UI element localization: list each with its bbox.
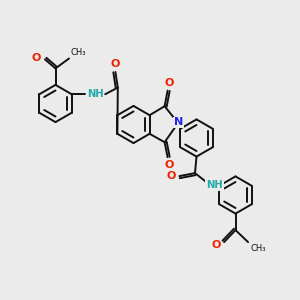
- Text: O: O: [166, 171, 176, 181]
- Text: O: O: [164, 160, 174, 170]
- Text: NH: NH: [87, 88, 103, 99]
- Text: CH₃: CH₃: [250, 244, 266, 253]
- Text: O: O: [32, 53, 41, 63]
- Text: N: N: [174, 117, 183, 128]
- Text: O: O: [211, 239, 220, 250]
- Text: O: O: [111, 58, 120, 69]
- Text: CH₃: CH₃: [70, 48, 86, 57]
- Text: NH: NH: [206, 180, 223, 190]
- Text: O: O: [164, 77, 174, 88]
